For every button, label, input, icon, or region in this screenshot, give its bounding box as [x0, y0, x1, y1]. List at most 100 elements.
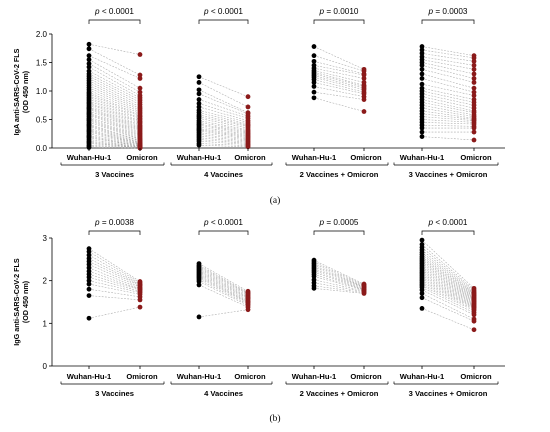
- paired-line: [421, 252, 475, 294]
- omicron-point: [471, 85, 477, 91]
- paired-line: [88, 107, 141, 129]
- paired-line: [88, 98, 141, 122]
- panel-a-label: (a): [270, 195, 281, 206]
- paired-line: [88, 110, 141, 132]
- paired-line: [198, 309, 249, 318]
- paired-line: [88, 95, 141, 119]
- paired-line: [88, 119, 141, 138]
- category-label-omicron: Omicron: [126, 372, 158, 381]
- category-label-omicron: Omicron: [350, 153, 382, 162]
- paired-line: [198, 271, 249, 298]
- paired-line: [88, 127, 141, 144]
- omicron-point: [471, 76, 477, 81]
- panel-b-label: (b): [269, 413, 280, 424]
- paired-line: [421, 259, 475, 298]
- wuhan-point: [86, 265, 92, 271]
- y-tick-label: 1: [43, 319, 48, 328]
- omicron-point: [137, 72, 143, 78]
- paired-line: [198, 144, 249, 148]
- paired-line: [198, 76, 249, 97]
- paired-line: [421, 273, 475, 304]
- wuhan-point: [419, 81, 425, 87]
- wuhan-point: [196, 282, 202, 288]
- wuhan-point: [86, 274, 92, 280]
- paired-line: [88, 106, 141, 128]
- omicron-point: [361, 76, 367, 81]
- paired-line: [313, 276, 365, 291]
- paired-line: [88, 124, 141, 142]
- paired-line: [88, 112, 141, 133]
- paired-line: [421, 96, 475, 109]
- paired-line: [88, 43, 141, 55]
- paired-line: [198, 118, 249, 129]
- paired-line: [198, 143, 249, 146]
- wuhan-point: [311, 44, 317, 49]
- wuhan-point: [311, 274, 317, 279]
- category-label-omicron: Omicron: [350, 372, 382, 381]
- paired-line: [421, 83, 475, 96]
- wuhan-point: [196, 314, 202, 320]
- paired-line: [421, 69, 475, 83]
- p-value-label: p = 0.0010: [319, 7, 359, 16]
- paired-line: [88, 102, 141, 124]
- paired-line: [421, 49, 475, 59]
- paired-line: [88, 70, 141, 99]
- omicron-point: [471, 62, 477, 68]
- omicron-point: [361, 109, 367, 114]
- wuhan-point: [311, 53, 317, 59]
- paired-line: [198, 267, 249, 295]
- wuhan-point: [86, 46, 92, 52]
- category-label-wuhan: Wuhan-Hu-1: [292, 153, 337, 162]
- y-tick-label: 0: [43, 362, 48, 371]
- paired-line: [421, 56, 475, 66]
- wuhan-point: [419, 66, 425, 72]
- paired-line: [421, 119, 475, 123]
- paired-line: [313, 77, 365, 91]
- paired-line: [198, 112, 249, 125]
- omicron-point: [361, 291, 367, 296]
- wuhan-point: [419, 71, 425, 77]
- category-label-wuhan: Wuhan-Hu-1: [400, 153, 445, 162]
- paired-line: [88, 97, 141, 120]
- paired-line: [88, 113, 141, 134]
- paired-line: [88, 104, 141, 127]
- paired-line: [313, 79, 365, 93]
- group-label: 3 Vaccines + Omicron: [409, 170, 488, 179]
- paired-line: [88, 126, 141, 143]
- paired-line: [421, 254, 475, 295]
- paired-line: [421, 110, 475, 119]
- omicron-point: [471, 89, 477, 95]
- paired-line: [421, 113, 475, 120]
- paired-line: [198, 114, 249, 126]
- paired-line: [88, 89, 141, 115]
- wuhan-point: [419, 76, 425, 81]
- omicron-point: [361, 72, 367, 78]
- paired-line: [88, 48, 141, 76]
- wuhan-point: [86, 281, 92, 287]
- category-label-wuhan: Wuhan-Hu-1: [67, 372, 112, 381]
- paired-line: [313, 282, 365, 293]
- panel-a-chart: IgA anti-SARS-CoV-2 FLS (OD 450 nm) 0.0 0…: [12, 7, 505, 206]
- paired-line: [88, 258, 141, 286]
- omicron-point: [245, 94, 251, 100]
- paired-line: [313, 288, 365, 294]
- paired-line: [198, 110, 249, 123]
- wuhan-point: [196, 87, 202, 93]
- paired-line: [421, 308, 475, 330]
- significance-bracket: [313, 230, 365, 235]
- significance-bracket: [421, 230, 475, 235]
- paired-line: [421, 287, 475, 313]
- wuhan-point: [86, 61, 92, 67]
- wuhan-point: [86, 249, 92, 255]
- category-label-omicron: Omicron: [234, 153, 266, 162]
- paired-line: [88, 143, 141, 148]
- paired-line: [421, 116, 475, 121]
- paired-line: [421, 62, 475, 75]
- paired-line: [421, 124, 475, 127]
- category-label-omicron: Omicron: [460, 153, 492, 162]
- paired-line: [313, 285, 365, 293]
- wuhan-point: [196, 74, 202, 80]
- paired-line: [198, 272, 249, 299]
- paired-line: [88, 135, 141, 146]
